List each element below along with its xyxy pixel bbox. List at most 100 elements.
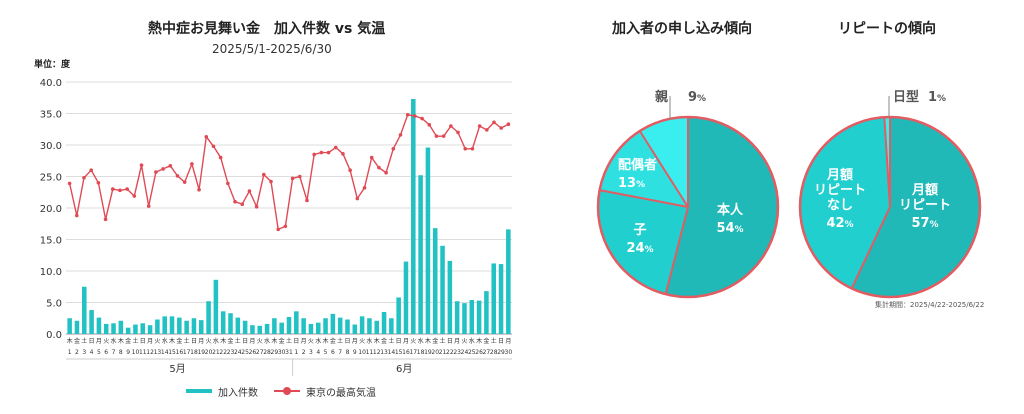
weekday-label: 火 bbox=[308, 338, 314, 345]
slice-value: 54% bbox=[716, 221, 743, 236]
pie2-footnote: 集計期間：2025/4/22-2025/6/22 bbox=[875, 301, 985, 309]
pie-slice bbox=[800, 117, 890, 289]
weekday-label: 日 bbox=[191, 338, 197, 345]
day-label: 1 bbox=[294, 349, 298, 356]
day-label: 8 bbox=[346, 349, 350, 356]
temperature-point bbox=[506, 122, 511, 127]
temperature-point bbox=[441, 134, 446, 138]
day-label: 12 bbox=[146, 349, 154, 356]
bar bbox=[279, 322, 284, 334]
bar bbox=[250, 325, 255, 334]
weekday-label: 木 bbox=[476, 337, 482, 345]
day-label: 18 bbox=[190, 349, 198, 356]
temperature-point bbox=[326, 150, 331, 155]
weekday-label: 火 bbox=[103, 338, 109, 345]
temperature-point bbox=[276, 227, 281, 232]
bar bbox=[367, 318, 372, 334]
bar bbox=[411, 99, 416, 334]
pie-chart-application: 本人 54% 子 24% 配偶者 13% 親 9% bbox=[596, 89, 780, 299]
bar bbox=[220, 311, 226, 334]
temperature-point bbox=[74, 213, 79, 218]
day-label: 30 bbox=[505, 349, 513, 356]
weekday-label: 土 bbox=[235, 337, 241, 345]
weekday-label: 月 bbox=[403, 338, 409, 345]
day-label: 25 bbox=[468, 349, 476, 356]
day-label: 24 bbox=[234, 349, 242, 356]
temperature-point bbox=[247, 189, 252, 193]
day-label: 12 bbox=[373, 349, 381, 356]
day-label: 9 bbox=[126, 349, 130, 356]
bar-chart-title: 熱中症お見舞い金 加入件数 vs 気温 bbox=[148, 21, 386, 37]
temperature-point bbox=[405, 112, 410, 117]
weekday-label: 土 bbox=[184, 337, 190, 345]
bar bbox=[454, 301, 460, 334]
day-label: 14 bbox=[388, 349, 396, 356]
weekday-label: 水 bbox=[366, 337, 372, 345]
day-label: 6 bbox=[104, 349, 108, 356]
y-tick-label: 20.0 bbox=[40, 204, 62, 215]
temperature-point bbox=[434, 134, 439, 138]
bar bbox=[257, 325, 263, 334]
bar bbox=[323, 318, 328, 334]
temperature-point bbox=[190, 162, 194, 166]
temperature-point bbox=[168, 163, 173, 168]
day-label: 16 bbox=[402, 349, 410, 356]
slice-label: なし bbox=[827, 198, 853, 213]
y-tick-label: 5.0 bbox=[46, 299, 62, 310]
day-label: 13 bbox=[380, 349, 388, 356]
y-tick-label: 0.0 bbox=[46, 330, 62, 341]
bar bbox=[447, 260, 453, 334]
y-tick-label: 40.0 bbox=[40, 78, 62, 89]
temperature-point bbox=[312, 152, 316, 157]
weekday-label: 水 bbox=[264, 337, 270, 345]
weekday-label: 土 bbox=[337, 337, 343, 345]
bar bbox=[272, 318, 277, 334]
day-label: 29 bbox=[271, 349, 279, 356]
day-label: 2 bbox=[302, 349, 306, 356]
bar-series bbox=[67, 99, 511, 334]
bar bbox=[103, 323, 109, 334]
bar bbox=[396, 297, 401, 334]
bar bbox=[169, 316, 175, 334]
bar bbox=[286, 316, 292, 334]
temperature-point bbox=[269, 179, 273, 184]
weekday-label: 金 bbox=[74, 337, 80, 345]
pie-slice bbox=[598, 190, 688, 295]
weekday-label: 水 bbox=[315, 337, 321, 345]
weekday-label: 水 bbox=[469, 337, 475, 345]
bar bbox=[381, 311, 387, 334]
day-label: 14 bbox=[161, 349, 169, 356]
pie-outline bbox=[596, 115, 780, 299]
temperature-point bbox=[103, 217, 108, 222]
weekday-label: 月 bbox=[454, 338, 460, 345]
weekday-label: 月 bbox=[301, 338, 307, 345]
temperature-point bbox=[226, 181, 230, 186]
weekday-label: 水 bbox=[213, 337, 219, 345]
bar bbox=[476, 300, 482, 334]
bar-chart-subtitle: 2025/5/1-2025/6/30 bbox=[212, 42, 332, 56]
bar bbox=[118, 320, 124, 334]
weekday-label: 金 bbox=[228, 337, 234, 345]
bar bbox=[330, 313, 336, 334]
day-label: 15 bbox=[168, 349, 176, 356]
weekday-label: 火 bbox=[410, 338, 416, 345]
bar bbox=[89, 310, 94, 334]
bar bbox=[440, 245, 445, 334]
day-label: 16 bbox=[176, 349, 184, 356]
temperature-point bbox=[161, 167, 165, 171]
bar bbox=[352, 324, 358, 334]
temperature-point bbox=[197, 187, 201, 192]
y-axis-ticks: 0.0 5.0 10.0 15.0 20.0 25.0 30.0 35.0 40.0 bbox=[40, 78, 62, 341]
y-tick-label: 15.0 bbox=[40, 236, 62, 247]
bar bbox=[418, 175, 423, 334]
bar bbox=[506, 229, 511, 334]
slice-border bbox=[599, 189, 689, 208]
temperature-point bbox=[89, 168, 93, 172]
line-series bbox=[67, 112, 511, 232]
pie-slice bbox=[599, 131, 688, 207]
pie-outline bbox=[798, 115, 982, 299]
grid-lines bbox=[66, 81, 512, 335]
day-label: 6 bbox=[331, 349, 335, 356]
day-label: 5 bbox=[97, 349, 101, 356]
temperature-point bbox=[125, 187, 129, 191]
